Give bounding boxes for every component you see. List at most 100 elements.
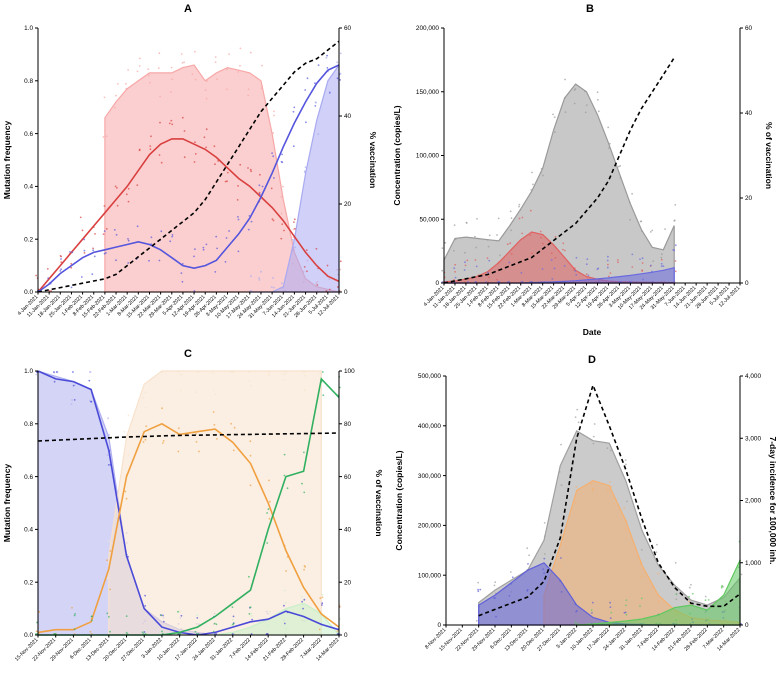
data-point (269, 610, 271, 613)
data-point (336, 286, 339, 288)
data-point (162, 440, 165, 442)
data-point (230, 624, 232, 626)
data-point (304, 566, 307, 568)
data-point (92, 249, 94, 252)
data-point (237, 216, 239, 218)
data-point (477, 590, 480, 593)
data-point (183, 61, 186, 64)
data-point (577, 421, 580, 424)
data-point (306, 270, 308, 273)
data-point (319, 597, 322, 600)
data-point (631, 266, 634, 268)
data-point (606, 259, 609, 262)
data-point (625, 528, 627, 531)
data-point (508, 595, 511, 597)
data-point (576, 488, 579, 491)
data-point (283, 379, 285, 382)
data-point (609, 601, 611, 604)
data-point (479, 588, 482, 591)
data-point (138, 148, 141, 151)
data-point (674, 561, 677, 564)
area-fill (576, 560, 741, 626)
data-point (273, 110, 275, 113)
data-point (46, 268, 49, 270)
data-point (328, 288, 331, 291)
data-point (249, 606, 252, 609)
data-point (237, 185, 239, 187)
data-point (465, 222, 468, 224)
data-point (444, 241, 447, 244)
data-point (576, 408, 579, 411)
data-point (639, 523, 642, 526)
data-point (609, 623, 612, 625)
data-point (325, 56, 328, 59)
data-point (608, 142, 611, 145)
data-point (326, 54, 328, 57)
data-point (704, 599, 707, 602)
data-point (35, 274, 37, 277)
data-point (142, 441, 145, 443)
data-point (281, 286, 284, 289)
data-point (116, 83, 119, 85)
data-point (270, 187, 273, 190)
y-tick-label: 0.8 (24, 78, 33, 85)
series-line (37, 432, 340, 442)
data-point (477, 588, 479, 591)
data-point (304, 171, 306, 174)
data-point (91, 615, 93, 618)
data-point (521, 216, 524, 219)
data-point (35, 373, 38, 376)
series--vaccination (443, 57, 675, 284)
data-point (316, 284, 319, 286)
y-tick-label: 0.0 (24, 289, 33, 296)
data-point (109, 550, 112, 552)
data-point (317, 133, 320, 136)
series-blue-frequency (37, 54, 341, 293)
data-point (673, 219, 676, 222)
data-point (142, 633, 145, 635)
data-point (564, 96, 567, 99)
data-point (596, 98, 599, 101)
data-point (271, 218, 274, 221)
data-point (320, 623, 323, 626)
data-point (248, 215, 251, 217)
data-point (144, 594, 147, 597)
data-point (291, 238, 294, 241)
data-point (70, 262, 73, 265)
data-point (216, 247, 219, 250)
data-point (688, 586, 691, 589)
data-point (231, 606, 234, 608)
data-point (321, 602, 324, 605)
panel-letter: C (184, 348, 192, 360)
data-point (496, 234, 498, 236)
data-point (239, 163, 242, 166)
data-point (125, 553, 128, 556)
y2-axis-label: 7-day incidence for 100,000 inh. (768, 436, 778, 564)
data-point (149, 145, 152, 148)
data-point (228, 53, 231, 55)
data-point (90, 400, 92, 403)
data-point (574, 270, 577, 272)
data-point (590, 482, 593, 485)
data-point (339, 618, 341, 620)
data-point (60, 261, 63, 264)
data-point (485, 281, 488, 283)
data-point (690, 583, 692, 586)
data-point (623, 611, 626, 614)
data-point (250, 220, 253, 223)
y-tick-label: 0.0 (24, 632, 33, 639)
y-tick-label: 0.6 (24, 131, 33, 138)
data-point (224, 261, 227, 263)
data-point (214, 393, 217, 396)
data-point (641, 257, 644, 260)
data-point (495, 615, 497, 618)
data-point (49, 282, 52, 285)
data-point (103, 96, 106, 99)
series-line (37, 40, 340, 293)
data-point (202, 246, 205, 249)
data-point (136, 225, 139, 228)
data-point (205, 243, 208, 246)
data-point (260, 270, 262, 273)
data-point (476, 218, 478, 220)
data-point (144, 605, 147, 607)
